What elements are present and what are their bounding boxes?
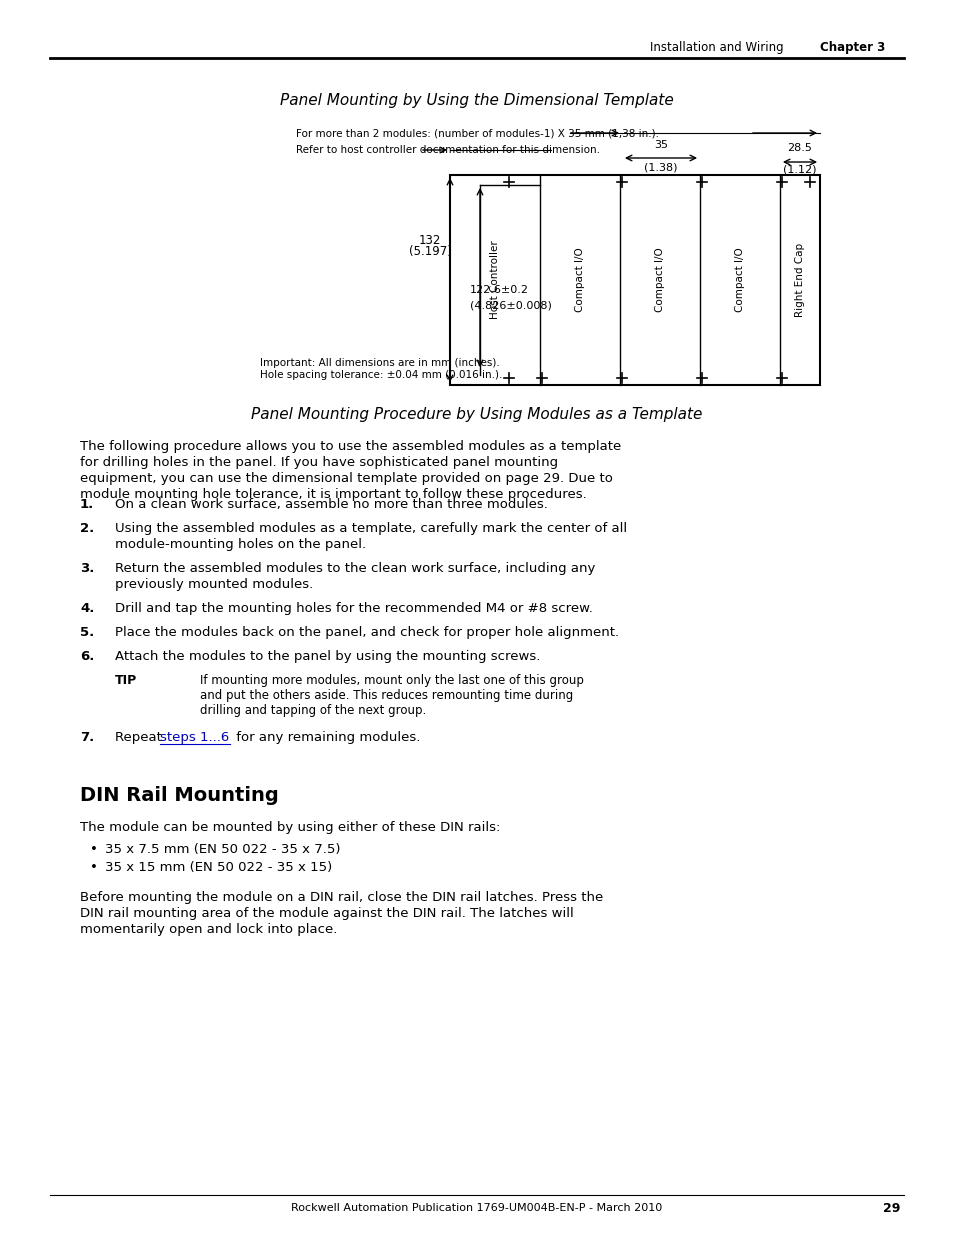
Text: TIP: TIP bbox=[115, 674, 137, 687]
Text: Attach the modules to the panel by using the mounting screws.: Attach the modules to the panel by using… bbox=[115, 650, 539, 663]
Text: for any remaining modules.: for any remaining modules. bbox=[232, 731, 420, 743]
Text: 35 x 15 mm (EN 50 022 - 35 x 15): 35 x 15 mm (EN 50 022 - 35 x 15) bbox=[105, 861, 332, 874]
Text: Right End Cap: Right End Cap bbox=[794, 243, 804, 317]
Text: 4.: 4. bbox=[80, 601, 94, 615]
Text: Refer to host controller documentation for this dimension.: Refer to host controller documentation f… bbox=[295, 144, 599, 156]
Text: 3.: 3. bbox=[80, 562, 94, 576]
Text: 2.: 2. bbox=[80, 522, 94, 535]
Text: module-mounting holes on the panel.: module-mounting holes on the panel. bbox=[115, 538, 366, 551]
Text: Compact I/O: Compact I/O bbox=[734, 248, 744, 312]
Text: 35: 35 bbox=[654, 140, 667, 149]
Text: Compact I/O: Compact I/O bbox=[575, 248, 584, 312]
Bar bbox=[450, 175, 820, 385]
Text: Drill and tap the mounting holes for the recommended M4 or #8 screw.: Drill and tap the mounting holes for the… bbox=[115, 601, 592, 615]
Text: Installation and Wiring: Installation and Wiring bbox=[649, 42, 782, 54]
Text: Host Controller: Host Controller bbox=[490, 241, 499, 320]
Text: The module can be mounted by using either of these DIN rails:: The module can be mounted by using eithe… bbox=[80, 821, 500, 834]
Text: Return the assembled modules to the clean work surface, including any: Return the assembled modules to the clea… bbox=[115, 562, 595, 576]
Text: 122.6±0.2: 122.6±0.2 bbox=[470, 285, 529, 295]
Text: for drilling holes in the panel. If you have sophisticated panel mounting: for drilling holes in the panel. If you … bbox=[80, 456, 558, 469]
Text: 35 x 7.5 mm (EN 50 022 - 35 x 7.5): 35 x 7.5 mm (EN 50 022 - 35 x 7.5) bbox=[105, 844, 340, 856]
Text: Before mounting the module on a DIN rail, close the DIN rail latches. Press the: Before mounting the module on a DIN rail… bbox=[80, 890, 602, 904]
Text: DIN rail mounting area of the module against the DIN rail. The latches will: DIN rail mounting area of the module aga… bbox=[80, 906, 573, 920]
Text: Important: All dimensions are in mm (inches).
Hole spacing tolerance: ±0.04 mm (: Important: All dimensions are in mm (inc… bbox=[260, 358, 502, 379]
Text: (5.197): (5.197) bbox=[408, 246, 451, 258]
Text: Chapter 3: Chapter 3 bbox=[820, 42, 884, 54]
Text: For more than 2 modules: (number of modules-1) X 35 mm (1,38 in.).: For more than 2 modules: (number of modu… bbox=[295, 128, 659, 138]
Text: On a clean work surface, assemble no more than three modules.: On a clean work surface, assemble no mor… bbox=[115, 498, 547, 511]
Text: drilling and tapping of the next group.: drilling and tapping of the next group. bbox=[200, 704, 426, 718]
Text: Compact I/O: Compact I/O bbox=[655, 248, 664, 312]
Text: Panel Mounting by Using the Dimensional Template: Panel Mounting by Using the Dimensional … bbox=[280, 93, 673, 107]
Text: •: • bbox=[90, 844, 98, 856]
Text: Using the assembled modules as a template, carefully mark the center of all: Using the assembled modules as a templat… bbox=[115, 522, 626, 535]
Text: and put the others aside. This reduces remounting time during: and put the others aside. This reduces r… bbox=[200, 689, 573, 701]
Text: Panel Mounting Procedure by Using Modules as a Template: Panel Mounting Procedure by Using Module… bbox=[251, 408, 702, 422]
Text: 7.: 7. bbox=[80, 731, 94, 743]
Text: •: • bbox=[90, 861, 98, 874]
Text: equipment, you can use the dimensional template provided on page 29. Due to: equipment, you can use the dimensional t… bbox=[80, 472, 612, 485]
Text: Rockwell Automation Publication 1769-UM004B-EN-P - March 2010: Rockwell Automation Publication 1769-UM0… bbox=[291, 1203, 662, 1213]
Text: Place the modules back on the panel, and check for proper hole alignment.: Place the modules back on the panel, and… bbox=[115, 626, 618, 638]
Text: previously mounted modules.: previously mounted modules. bbox=[115, 578, 313, 592]
Text: 5.: 5. bbox=[80, 626, 94, 638]
Text: 6.: 6. bbox=[80, 650, 94, 663]
Text: module mounting hole tolerance, it is important to follow these procedures.: module mounting hole tolerance, it is im… bbox=[80, 488, 586, 501]
Text: (1.38): (1.38) bbox=[643, 162, 677, 172]
Text: (1.12): (1.12) bbox=[782, 165, 816, 175]
Text: If mounting more modules, mount only the last one of this group: If mounting more modules, mount only the… bbox=[200, 674, 583, 687]
Text: 132: 132 bbox=[418, 233, 440, 247]
Text: momentarily open and lock into place.: momentarily open and lock into place. bbox=[80, 923, 337, 936]
Text: steps 1...6: steps 1...6 bbox=[160, 731, 229, 743]
Text: Repeat: Repeat bbox=[115, 731, 166, 743]
Text: 28.5: 28.5 bbox=[787, 143, 812, 153]
Text: The following procedure allows you to use the assembled modules as a template: The following procedure allows you to us… bbox=[80, 440, 620, 453]
Text: 29: 29 bbox=[882, 1202, 899, 1214]
Text: (4.826±0.008): (4.826±0.008) bbox=[470, 300, 551, 310]
Text: DIN Rail Mounting: DIN Rail Mounting bbox=[80, 785, 278, 805]
Text: 1.: 1. bbox=[80, 498, 94, 511]
